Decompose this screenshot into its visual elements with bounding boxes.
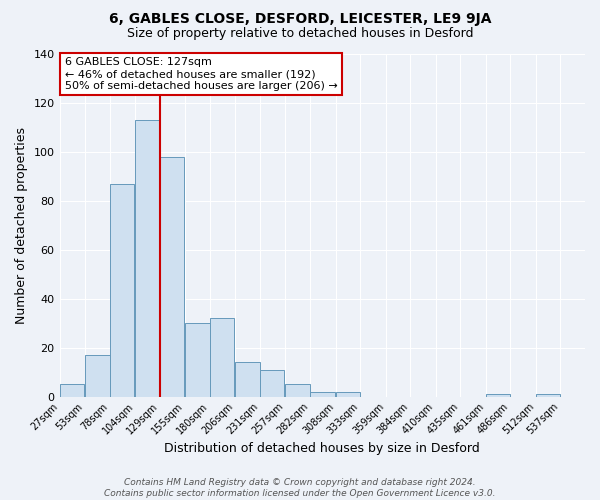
- Text: Size of property relative to detached houses in Desford: Size of property relative to detached ho…: [127, 28, 473, 40]
- Text: Contains HM Land Registry data © Crown copyright and database right 2024.
Contai: Contains HM Land Registry data © Crown c…: [104, 478, 496, 498]
- Text: 6 GABLES CLOSE: 127sqm
← 46% of detached houses are smaller (192)
50% of semi-de: 6 GABLES CLOSE: 127sqm ← 46% of detached…: [65, 58, 338, 90]
- Bar: [210, 318, 235, 396]
- Bar: [486, 394, 511, 396]
- Text: 6, GABLES CLOSE, DESFORD, LEICESTER, LE9 9JA: 6, GABLES CLOSE, DESFORD, LEICESTER, LE9…: [109, 12, 491, 26]
- Bar: [286, 384, 310, 396]
- Bar: [85, 355, 110, 397]
- Bar: [310, 392, 335, 396]
- Bar: [135, 120, 160, 396]
- Bar: [110, 184, 134, 396]
- Bar: [536, 394, 560, 396]
- Bar: [260, 370, 284, 396]
- Bar: [335, 392, 360, 396]
- X-axis label: Distribution of detached houses by size in Desford: Distribution of detached houses by size …: [164, 442, 480, 455]
- Bar: [235, 362, 260, 396]
- Bar: [185, 323, 210, 396]
- Bar: [160, 157, 184, 396]
- Bar: [59, 384, 84, 396]
- Y-axis label: Number of detached properties: Number of detached properties: [15, 127, 28, 324]
